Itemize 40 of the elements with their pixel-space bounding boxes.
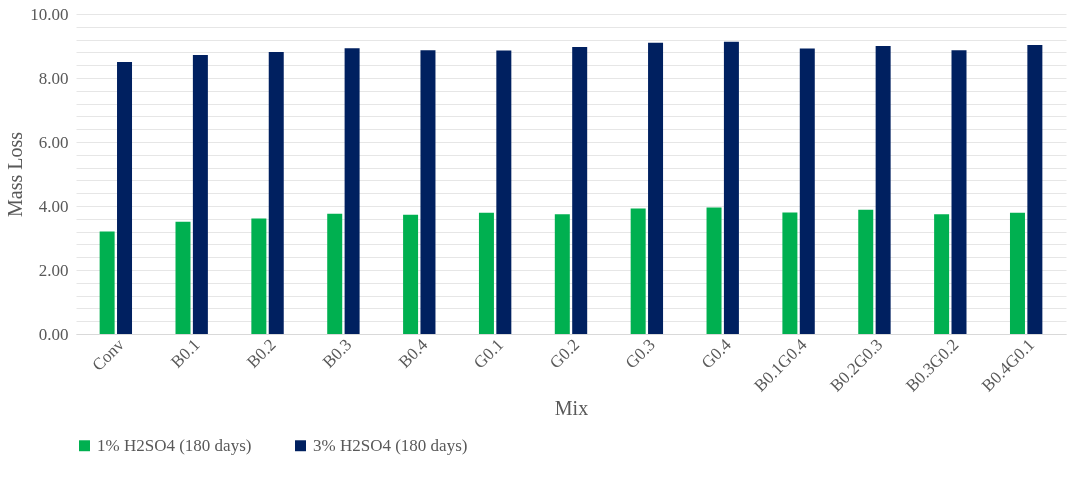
y-tick-label: 0.00 <box>38 324 69 344</box>
y-tick-label: 4.00 <box>38 196 69 216</box>
bar <box>630 208 646 334</box>
bar <box>117 62 133 334</box>
bar <box>951 50 967 334</box>
bar <box>327 213 343 334</box>
bar <box>478 212 494 334</box>
bar <box>799 48 815 334</box>
legend-label: 1% H2SO4 (180 days) <box>97 435 252 455</box>
y-tick-label: 8.00 <box>38 68 69 88</box>
bar <box>403 214 419 334</box>
bar <box>572 46 588 334</box>
y-tick-label: 6.00 <box>38 132 69 152</box>
bar <box>706 207 722 334</box>
bar <box>1009 212 1025 334</box>
bar <box>648 42 664 334</box>
x-tick-label: G0.2 <box>545 335 584 373</box>
x-tick-label: G0.3 <box>621 335 659 373</box>
bar <box>344 48 360 334</box>
x-tick-label: G0.1 <box>470 335 508 373</box>
bar <box>251 218 267 334</box>
x-axis-title: Mix <box>554 396 589 419</box>
bar <box>875 46 891 334</box>
y-tick-label: 10.00 <box>30 4 69 24</box>
bar <box>192 54 208 334</box>
bar <box>268 52 284 334</box>
y-axis-title: Mass Loss <box>4 131 27 218</box>
bar <box>420 50 436 334</box>
bar <box>934 214 950 334</box>
bar <box>554 214 570 334</box>
bar <box>496 50 512 334</box>
bar <box>858 209 874 334</box>
legend-label: 3% H2SO4 (180 days) <box>313 435 468 455</box>
x-tick-label: G0.4 <box>697 334 736 373</box>
bar <box>175 221 191 334</box>
bar <box>782 212 798 334</box>
y-tick-label: 2.00 <box>38 260 69 280</box>
bar <box>1027 45 1043 334</box>
bar <box>99 231 115 334</box>
bar <box>723 41 739 334</box>
